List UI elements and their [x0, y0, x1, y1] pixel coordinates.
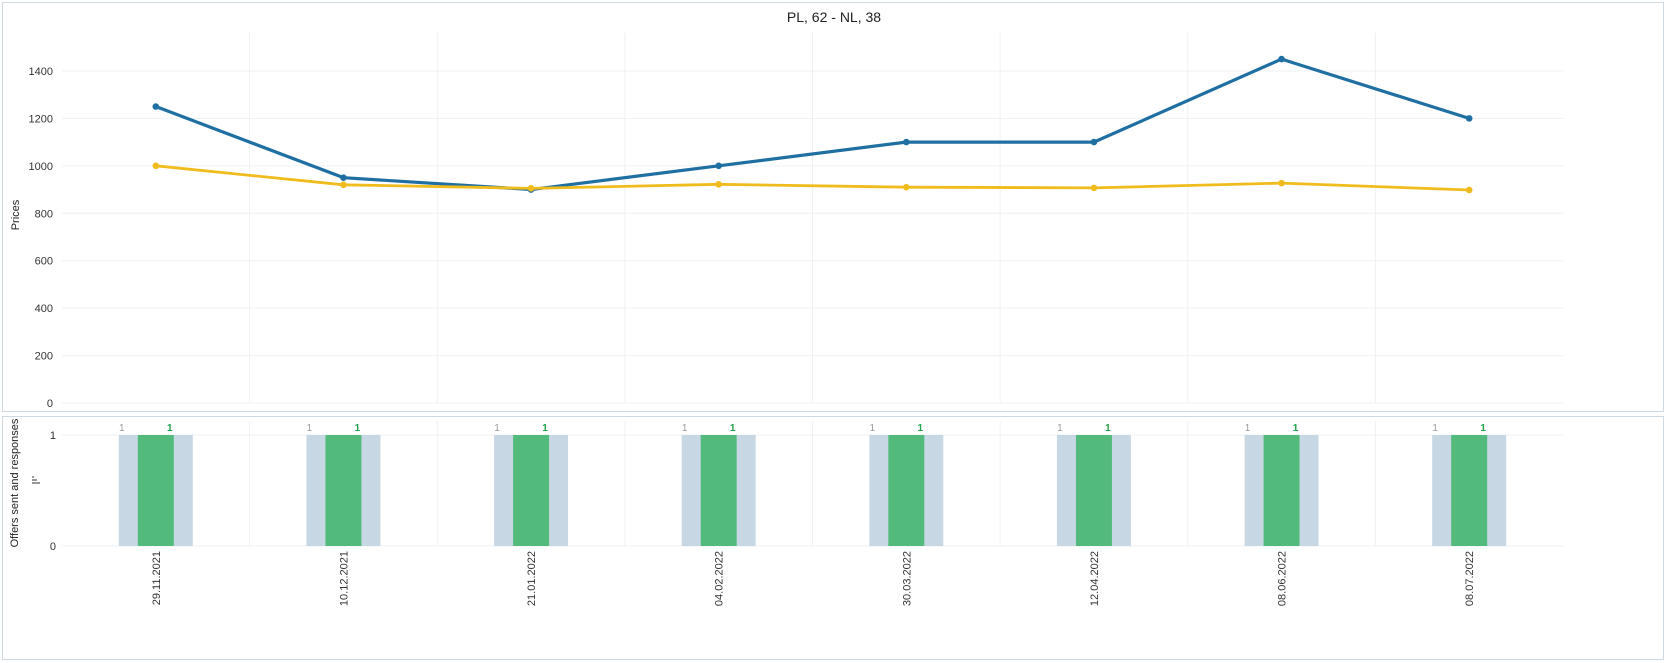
y-tick-label: 600 — [35, 256, 53, 268]
data-label-offers: 1 — [1432, 423, 1438, 434]
data-label-offers: 1 — [682, 423, 688, 434]
bar-responses — [325, 435, 362, 546]
x-tick-label: 08.07.2022 — [1464, 551, 1476, 606]
data-label-responses: 1 — [542, 423, 548, 434]
data-point — [1278, 55, 1285, 63]
y-tick-label: 400 — [35, 303, 53, 315]
data-label-responses: 1 — [355, 423, 361, 434]
data-point — [152, 162, 160, 170]
data-point — [340, 174, 347, 181]
data-point — [1465, 115, 1473, 122]
y-tick-label: 800 — [35, 208, 53, 220]
y-tick-label: 200 — [35, 351, 53, 363]
data-point — [340, 181, 347, 189]
x-tick-label: 21.01.2022 — [526, 551, 538, 606]
x-tick-label: 08.06.2022 — [1277, 551, 1289, 606]
bar-responses — [513, 435, 550, 546]
data-point — [1090, 184, 1098, 192]
bar-responses — [888, 435, 925, 546]
y-tick-label: 1200 — [29, 113, 53, 125]
bar-responses — [1075, 435, 1112, 546]
data-point — [152, 103, 160, 110]
data-label-responses: 1 — [730, 423, 736, 434]
data-label-offers: 1 — [870, 423, 876, 434]
bar-responses — [137, 435, 174, 546]
data-point — [527, 185, 535, 192]
bar-responses — [1451, 435, 1488, 546]
sort-icon — [32, 476, 40, 484]
data-label-responses: 1 — [167, 423, 173, 434]
x-tick-label: 29.11.2021 — [151, 551, 163, 605]
y-tick-label: 0 — [50, 541, 56, 553]
y-tick-label: 1400 — [29, 66, 53, 78]
series-line-1 — [155, 57, 1470, 192]
chart-title: PL, 62 - NL, 38 — [787, 9, 881, 25]
y-tick-label: 1000 — [29, 161, 53, 173]
y-axis-label: Prices — [10, 199, 22, 230]
series-line-2 — [155, 164, 1470, 192]
data-point — [1465, 186, 1473, 194]
offers-chart: 0 1 Offers sent and responses 1 1 29.11.2021 1… — [9, 418, 1563, 606]
data-label-responses: 1 — [918, 423, 924, 434]
data-label-responses: 1 — [1480, 423, 1486, 434]
y-axis-label: Offers sent and responses — [9, 418, 21, 547]
x-tick-label: 30.03.2022 — [901, 551, 913, 606]
y-tick-label: 0 — [47, 398, 53, 410]
data-point — [715, 181, 722, 188]
offers-chart-panel: 0 1 Offers sent and responses 1 1 29.11.2021 1… — [2, 416, 1664, 660]
data-label-responses: 1 — [1293, 423, 1299, 434]
bar-responses — [1263, 435, 1300, 546]
data-label-offers: 1 — [307, 423, 313, 434]
x-tick-label: 12.04.2022 — [1089, 551, 1101, 606]
price-chart: PL, 62 - NL, 38 0 200 400 600 800 1000 1200 1400… — [10, 9, 1563, 410]
data-label-offers: 1 — [494, 423, 500, 434]
x-tick-label: 10.12.2021 — [338, 551, 350, 606]
x-tick-label: 04.02.2022 — [714, 551, 726, 606]
data-point — [903, 138, 910, 146]
data-label-offers: 1 — [1057, 423, 1063, 434]
y-tick-label: 1 — [50, 430, 56, 442]
data-point — [903, 183, 910, 191]
price-chart-panel: PL, 62 - NL, 38 0 200 400 600 800 1000 1200 1400… — [2, 2, 1664, 412]
data-point — [1278, 179, 1285, 187]
data-label-offers: 1 — [119, 423, 125, 434]
bar-responses — [700, 435, 737, 546]
data-label-offers: 1 — [1245, 423, 1251, 434]
data-point — [715, 162, 722, 170]
data-point — [1090, 138, 1098, 146]
data-label-responses: 1 — [1105, 423, 1111, 434]
